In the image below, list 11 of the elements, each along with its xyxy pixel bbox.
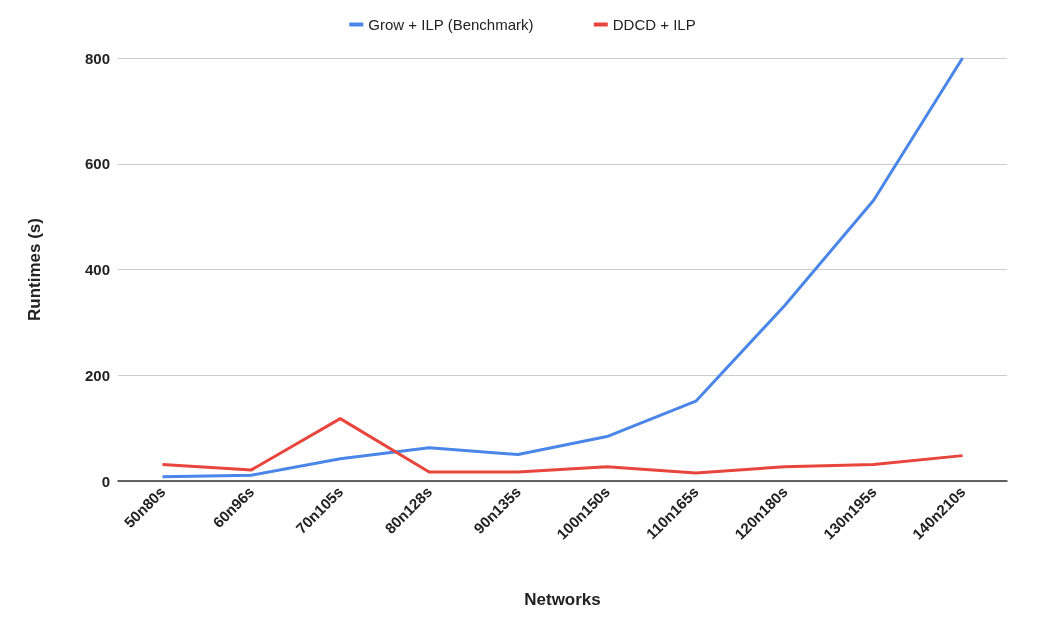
legend-label: DDCD + ILP — [612, 16, 696, 33]
x-axis-title: Networks — [524, 590, 601, 609]
y-tick-label: 600 — [84, 155, 110, 173]
y-axis-title: Runtimes (s) — [25, 218, 44, 321]
y-tick-label: 200 — [84, 366, 110, 384]
y-tick-label: 400 — [84, 261, 110, 278]
y-tick-label: 800 — [84, 49, 110, 67]
line-series — [160, 56, 965, 479]
legend-label: Grow + ILP (Benchmark) — [368, 16, 534, 33]
y-tick-label: 0 — [101, 472, 110, 490]
line-series — [160, 417, 965, 475]
